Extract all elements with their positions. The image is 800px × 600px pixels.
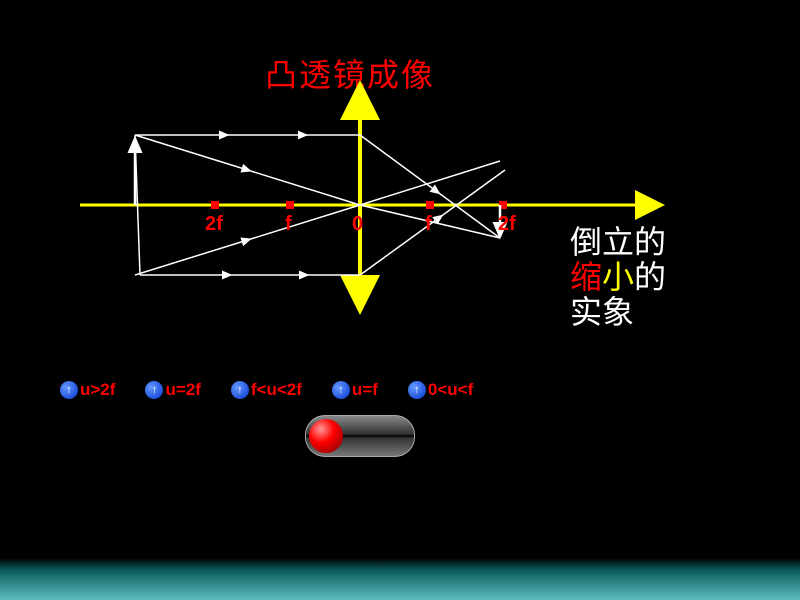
- up-arrow-icon: ↑: [408, 381, 426, 399]
- up-arrow-icon: ↑: [332, 381, 350, 399]
- option-label: u=2f: [165, 380, 200, 400]
- diagram-container: 凸透镜成像 2f f 0 f 2f 倒立的 缩小的 实象 ↑u>2f↑u=2f↑…: [0, 0, 800, 600]
- option-4[interactable]: ↑0<u<f: [408, 380, 473, 400]
- axis-label-negf: f: [285, 213, 292, 236]
- optics-diagram: [0, 0, 800, 350]
- toggle-switch[interactable]: [305, 415, 415, 457]
- option-label: f<u<2f: [251, 380, 302, 400]
- option-label: u=f: [352, 380, 378, 400]
- axis-label-f: f: [425, 213, 432, 236]
- up-arrow-icon: ↑: [231, 381, 249, 399]
- up-arrow-icon: ↑: [145, 381, 163, 399]
- image-description: 倒立的 缩小的 实象: [570, 225, 666, 331]
- axis-label-pos2f: 2f: [498, 213, 516, 236]
- option-1[interactable]: ↑u=2f: [145, 380, 200, 400]
- option-label: u>2f: [80, 380, 115, 400]
- option-0[interactable]: ↑u>2f: [60, 380, 115, 400]
- desc-line3: 实象: [570, 295, 666, 330]
- option-label: 0<u<f: [428, 380, 473, 400]
- option-2[interactable]: ↑f<u<2f: [231, 380, 302, 400]
- axis-label-zero: 0: [352, 213, 363, 236]
- toggle-ball: [309, 419, 343, 453]
- option-3[interactable]: ↑u=f: [332, 380, 378, 400]
- axis-label-neg2f: 2f: [205, 213, 223, 236]
- up-arrow-icon: ↑: [60, 381, 78, 399]
- options-row: ↑u>2f↑u=2f↑f<u<2f↑u=f↑0<u<f: [60, 380, 473, 400]
- desc-line1: 倒立的: [570, 225, 666, 260]
- desc-line2: 缩小的: [570, 260, 666, 295]
